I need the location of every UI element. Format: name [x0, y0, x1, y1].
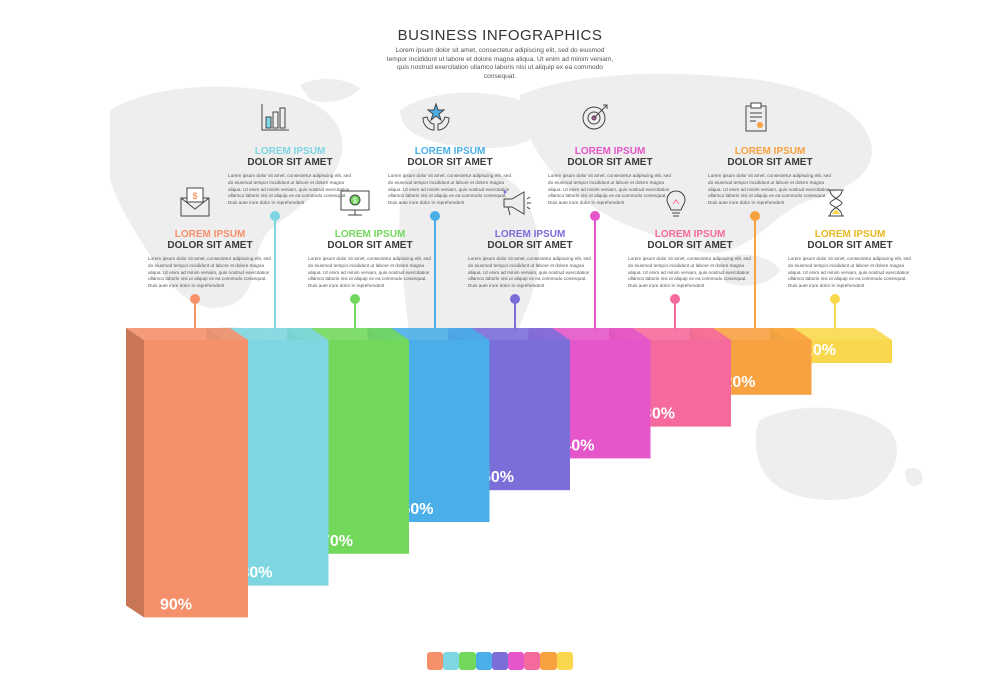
step-connector	[834, 302, 836, 330]
svg-text:$: $	[353, 198, 357, 205]
bar-percent-label: 30%	[643, 406, 675, 423]
step-description: Lorem ipsum dolor sit amet, consectetur …	[148, 256, 271, 289]
step-dot	[510, 294, 520, 304]
step-block-6: LOREM IPSUM DOLOR SIT AMET Lorem ipsum d…	[548, 146, 672, 207]
step-connector	[514, 302, 516, 330]
step-connector	[674, 302, 676, 330]
palette-swatch	[540, 652, 557, 670]
step-heading: DOLOR SIT AMET	[567, 157, 653, 168]
palette-swatch	[556, 652, 573, 670]
step-connector	[754, 219, 756, 330]
palette-swatch	[491, 652, 508, 670]
step-label: LOREM IPSUM	[814, 229, 886, 240]
step-dot	[350, 294, 360, 304]
step-block-4: LOREM IPSUM DOLOR SIT AMET Lorem ipsum d…	[388, 146, 512, 207]
step-connector	[194, 302, 196, 330]
bar-percent-label: 80%	[240, 565, 272, 582]
bar-chart-icon	[258, 100, 292, 134]
step-heading: DOLOR SIT AMET	[167, 240, 253, 251]
bar-percent-label: 90%	[160, 596, 192, 613]
step-connector	[274, 219, 276, 330]
step-dot	[190, 294, 200, 304]
step-heading: DOLOR SIT AMET	[807, 240, 893, 251]
step-heading: DOLOR SIT AMET	[727, 157, 813, 168]
step-dot	[750, 211, 760, 221]
monitor-money-icon: $	[338, 186, 372, 220]
step-description: Lorem ipsum dolor sit amet, consectetur …	[228, 173, 351, 206]
step-heading: DOLOR SIT AMET	[247, 157, 333, 168]
step-label: LOREM IPSUM	[414, 146, 486, 157]
bar-percent-label: 50%	[482, 469, 514, 486]
bar-percent-label: 70%	[321, 533, 353, 550]
step-connector	[354, 302, 356, 330]
step-dot	[670, 294, 680, 304]
step-dot	[590, 211, 600, 221]
palette-swatch	[427, 652, 444, 670]
bar-top	[126, 328, 248, 340]
step-connector	[594, 219, 596, 330]
step-block-9: LOREM IPSUM DOLOR SIT AMET Lorem ipsum d…	[788, 229, 912, 290]
step-block-3: LOREM IPSUM DOLOR SIT AMET Lorem ipsum d…	[308, 229, 432, 290]
step-heading: DOLOR SIT AMET	[327, 240, 413, 251]
hands-star-icon	[419, 100, 453, 134]
page-subtitle: Lorem ipsum dolor sit amet, consectetur …	[386, 47, 614, 80]
target-icon	[579, 100, 613, 134]
palette-swatch	[475, 652, 492, 670]
lightbulb-icon	[659, 186, 693, 220]
clipboard-icon	[739, 100, 773, 134]
step-label: LOREM IPSUM	[494, 229, 566, 240]
step-description: Lorem ipsum dolor sit amet, consectetur …	[388, 173, 511, 206]
megaphone-icon	[498, 186, 532, 220]
bar-percent-label: 60%	[401, 501, 433, 518]
hourglass-icon	[819, 186, 853, 220]
step-description: Lorem ipsum dolor sit amet, consectetur …	[308, 256, 431, 289]
step-heading: DOLOR SIT AMET	[647, 240, 733, 251]
step-block-8: LOREM IPSUM DOLOR SIT AMET Lorem ipsum d…	[708, 146, 832, 207]
step-description: Lorem ipsum dolor sit amet, consectetur …	[548, 173, 671, 206]
step-block-1: LOREM IPSUM DOLOR SIT AMET Lorem ipsum d…	[148, 229, 272, 290]
step-label: LOREM IPSUM	[174, 229, 246, 240]
step-description: Lorem ipsum dolor sit amet, consectetur …	[788, 256, 911, 289]
palette-swatch	[507, 652, 525, 670]
step-description: Lorem ipsum dolor sit amet, consectetur …	[468, 256, 591, 289]
step-dot	[270, 211, 280, 221]
bar-side	[126, 328, 144, 618]
svg-text:$: $	[192, 191, 197, 201]
bar-front	[788, 340, 892, 363]
palette-swatch	[459, 652, 476, 670]
step-heading: DOLOR SIT AMET	[487, 240, 573, 251]
bar-percent-label: 40%	[562, 437, 594, 454]
step-dot	[430, 211, 440, 221]
step-label: LOREM IPSUM	[654, 229, 726, 240]
step-description: Lorem ipsum dolor sit amet, consectetur …	[708, 173, 831, 206]
page-title: BUSINESS INFOGRAPHICS	[397, 27, 603, 44]
step-heading: DOLOR SIT AMET	[407, 157, 493, 168]
step-description: Lorem ipsum dolor sit amet, consectetur …	[628, 256, 751, 289]
bar-step-1: 90%	[126, 328, 248, 618]
step-label: LOREM IPSUM	[734, 146, 806, 157]
bar-percent-label: 10%	[804, 342, 836, 359]
step-connector	[434, 219, 436, 330]
step-block-5: LOREM IPSUM DOLOR SIT AMET Lorem ipsum d…	[468, 229, 592, 290]
bar-percent-label: 20%	[723, 374, 755, 391]
step-label: LOREM IPSUM	[254, 146, 326, 157]
palette-swatch	[443, 652, 460, 670]
step-label: LOREM IPSUM	[574, 146, 646, 157]
step-block-2: LOREM IPSUM DOLOR SIT AMET Lorem ipsum d…	[228, 146, 352, 207]
color-palette	[427, 652, 573, 670]
bar-front	[144, 340, 248, 618]
step-dot	[830, 294, 840, 304]
step-block-7: LOREM IPSUM DOLOR SIT AMET Lorem ipsum d…	[628, 229, 752, 290]
palette-swatch	[524, 652, 541, 670]
money-envelope-icon: $	[178, 185, 212, 219]
step-label: LOREM IPSUM	[334, 229, 406, 240]
